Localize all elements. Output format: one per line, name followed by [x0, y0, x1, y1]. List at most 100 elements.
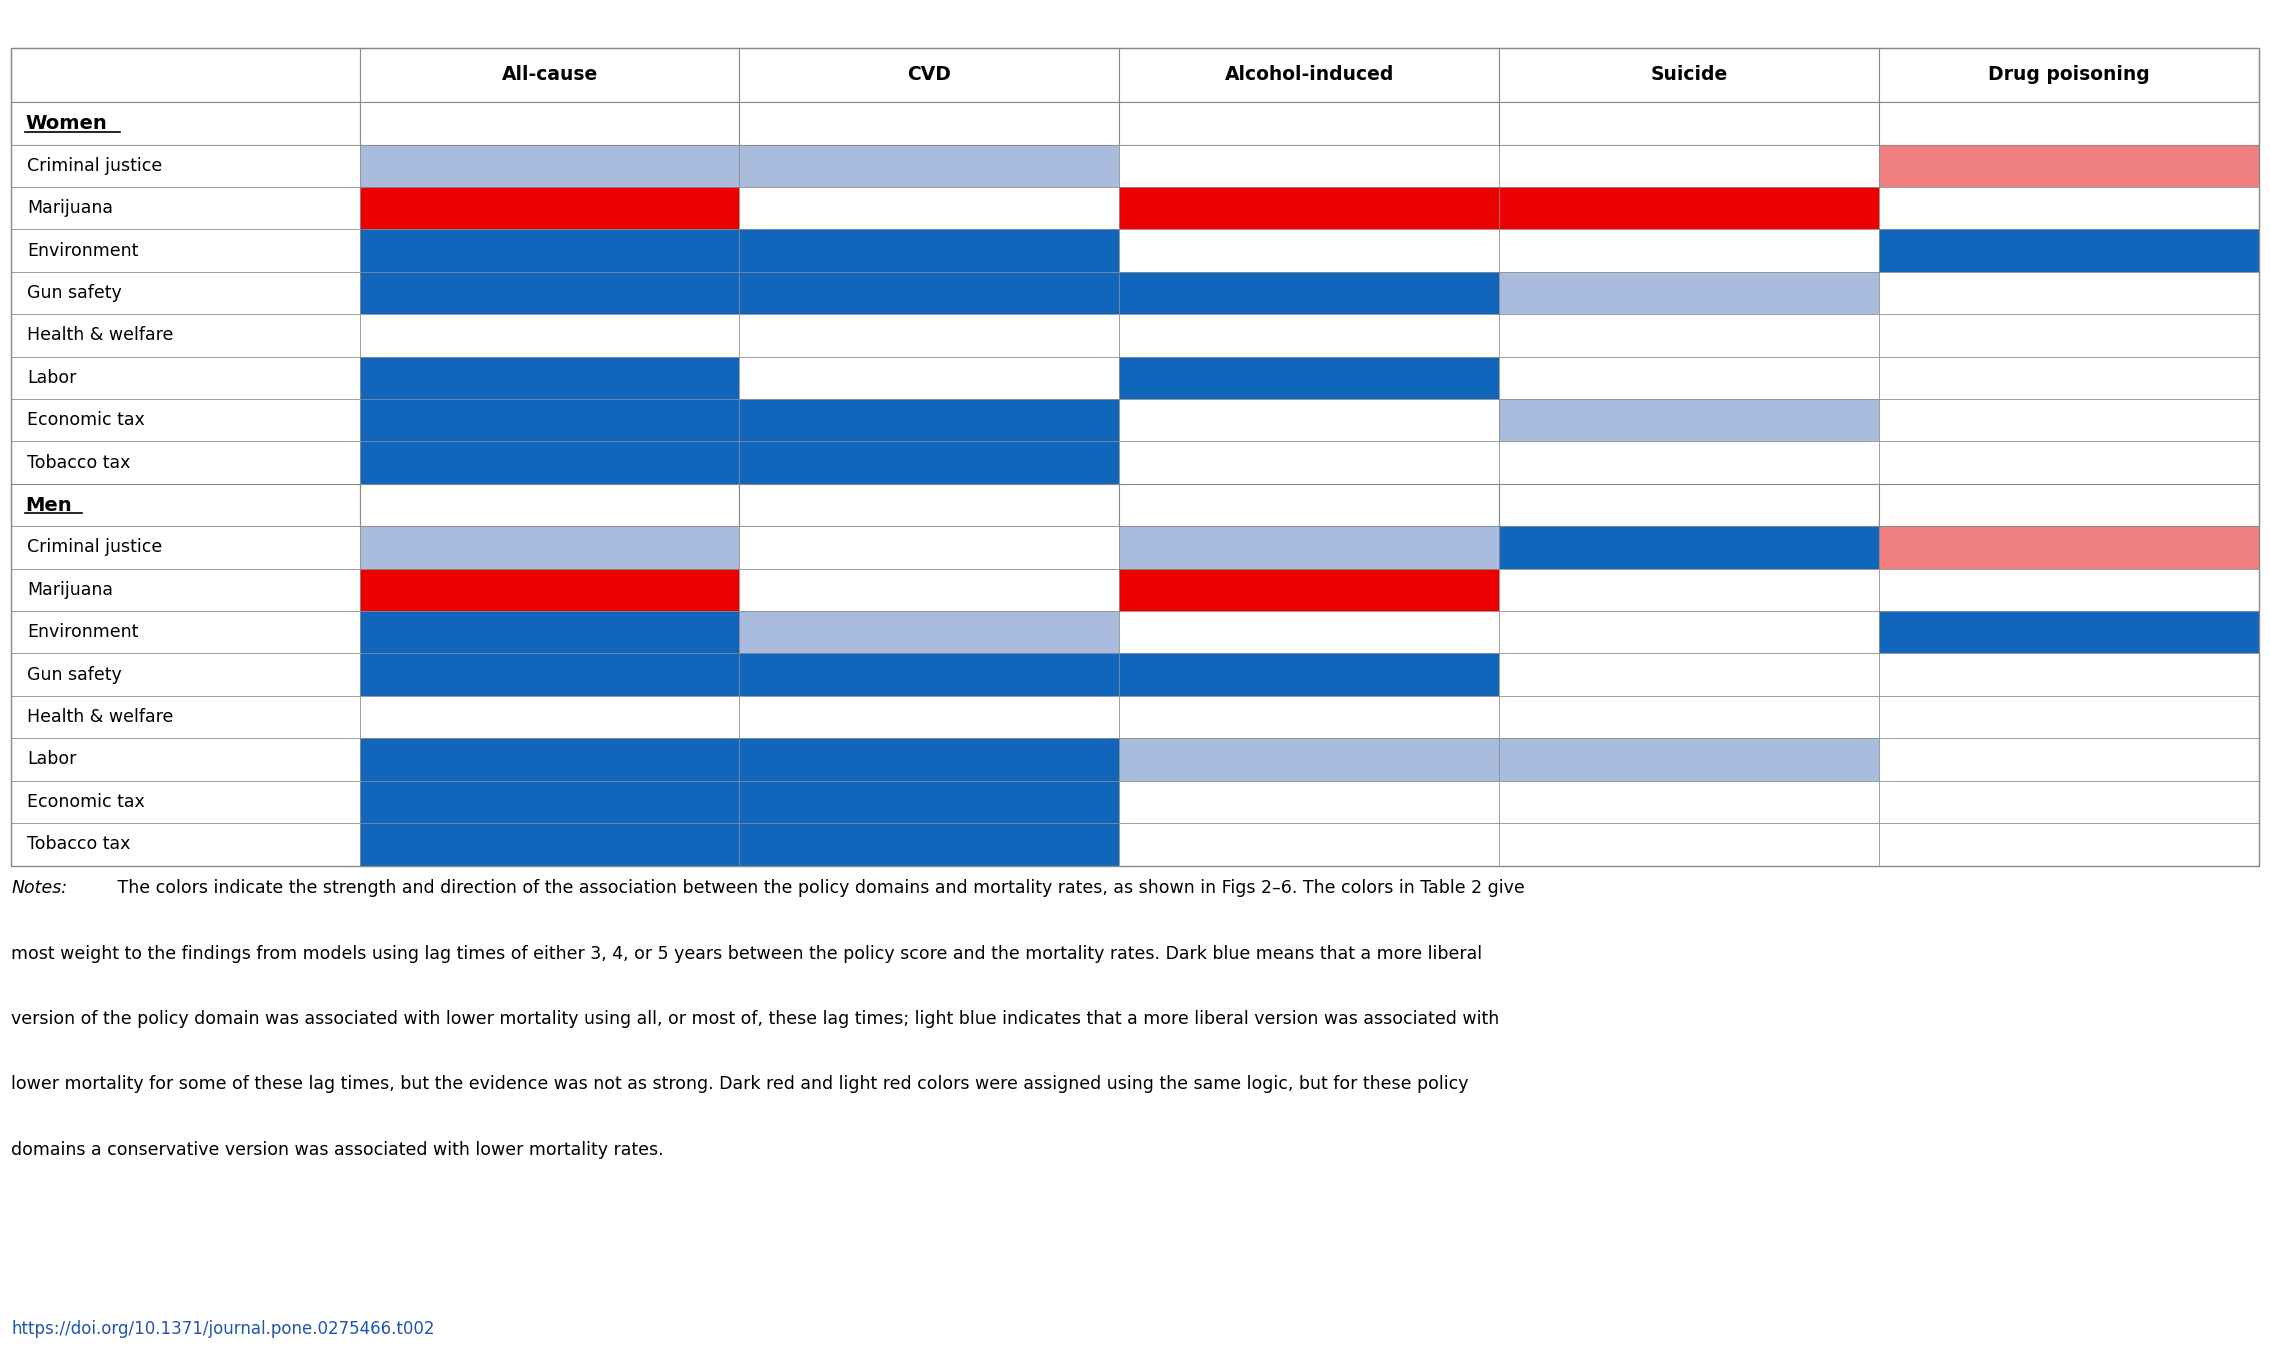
Bar [1119, 526, 1498, 568]
Bar [11, 313, 359, 357]
Text: Gun safety: Gun safety [27, 284, 123, 303]
Bar [359, 229, 740, 271]
Bar [359, 484, 740, 526]
Bar [1498, 823, 1880, 866]
Bar [359, 696, 740, 739]
Text: Economic tax: Economic tax [27, 412, 145, 429]
Text: domains a conservative version was associated with lower mortality rates.: domains a conservative version was assoc… [11, 1141, 665, 1159]
Text: Suicide: Suicide [1650, 65, 1727, 85]
Bar [740, 739, 1119, 781]
Bar [1880, 739, 2259, 781]
Bar [1119, 653, 1498, 696]
Bar [1498, 739, 1880, 781]
Text: CVD: CVD [908, 65, 951, 85]
Bar [11, 823, 359, 866]
Bar [11, 229, 359, 271]
Bar [11, 187, 359, 229]
Bar [1498, 313, 1880, 357]
Bar [740, 48, 1119, 102]
Bar [1119, 229, 1498, 271]
Bar [1498, 568, 1880, 611]
Text: Criminal justice: Criminal justice [27, 157, 163, 174]
Bar [1498, 399, 1880, 442]
Text: Health & welfare: Health & welfare [27, 707, 173, 726]
Text: Alcohol-induced: Alcohol-induced [1224, 65, 1394, 85]
Bar [11, 526, 359, 568]
Text: Health & welfare: Health & welfare [27, 326, 173, 345]
Bar [1498, 484, 1880, 526]
Bar [359, 144, 740, 187]
Bar [1119, 357, 1498, 399]
Bar [11, 357, 359, 399]
Bar [1880, 781, 2259, 823]
Bar [359, 357, 740, 399]
Text: Labor: Labor [27, 751, 77, 769]
Bar [1880, 568, 2259, 611]
Bar [740, 526, 1119, 568]
Bar [11, 48, 2259, 866]
Bar [11, 696, 359, 739]
Bar [1498, 611, 1880, 653]
Bar [11, 144, 359, 187]
Text: most weight to the findings from models using lag times of either 3, 4, or 5 yea: most weight to the findings from models … [11, 945, 1482, 962]
Bar [1119, 823, 1498, 866]
Bar [740, 187, 1119, 229]
Text: Environment: Environment [27, 623, 138, 641]
Bar [1880, 313, 2259, 357]
Bar [359, 781, 740, 823]
Bar [1498, 102, 1880, 144]
Bar [740, 442, 1119, 484]
Bar [11, 781, 359, 823]
Bar [11, 739, 359, 781]
Bar [1880, 48, 2259, 102]
Text: version of the policy domain was associated with lower mortality using all, or m: version of the policy domain was associa… [11, 1010, 1500, 1028]
Text: Tobacco tax: Tobacco tax [27, 836, 132, 853]
Bar [740, 568, 1119, 611]
Text: Criminal justice: Criminal justice [27, 538, 163, 556]
Bar [1119, 399, 1498, 442]
Bar [359, 102, 740, 144]
Bar [11, 653, 359, 696]
Text: Notes:: Notes: [11, 879, 68, 897]
Bar [1880, 696, 2259, 739]
Bar [359, 271, 740, 313]
Bar [359, 568, 740, 611]
Text: https://doi.org/10.1371/journal.pone.0275466.t002: https://doi.org/10.1371/journal.pone.027… [11, 1321, 436, 1338]
Bar [1880, 357, 2259, 399]
Bar [359, 399, 740, 442]
Bar [740, 781, 1119, 823]
Bar [11, 442, 359, 484]
Bar [1498, 442, 1880, 484]
Bar [1880, 611, 2259, 653]
Bar [1119, 781, 1498, 823]
Text: Environment: Environment [27, 241, 138, 259]
Bar [740, 696, 1119, 739]
Bar [359, 442, 740, 484]
Bar [740, 611, 1119, 653]
Text: Drug poisoning: Drug poisoning [1989, 65, 2150, 85]
Text: Labor: Labor [27, 369, 77, 387]
Bar [1880, 526, 2259, 568]
Bar [11, 48, 359, 102]
Bar [1880, 187, 2259, 229]
Bar [359, 611, 740, 653]
Bar [11, 568, 359, 611]
Bar [359, 187, 740, 229]
Text: Marijuana: Marijuana [27, 581, 114, 598]
Bar [1119, 48, 1498, 102]
Bar [1880, 102, 2259, 144]
Bar [359, 526, 740, 568]
Bar [1880, 229, 2259, 271]
Bar [1498, 271, 1880, 313]
Bar [1119, 568, 1498, 611]
Bar [1498, 229, 1880, 271]
Bar [359, 653, 740, 696]
Bar [1119, 696, 1498, 739]
Bar [740, 229, 1119, 271]
Text: lower mortality for some of these lag times, but the evidence was not as strong.: lower mortality for some of these lag ti… [11, 1075, 1469, 1093]
Bar [1498, 653, 1880, 696]
Bar [1880, 144, 2259, 187]
Bar [11, 271, 359, 313]
Bar [1119, 484, 1498, 526]
Bar [1119, 144, 1498, 187]
